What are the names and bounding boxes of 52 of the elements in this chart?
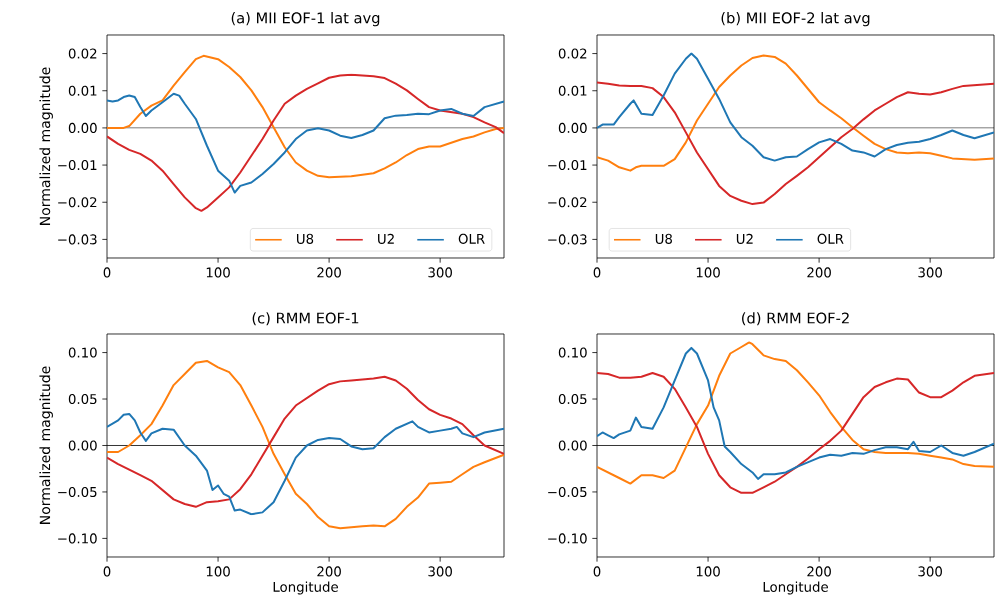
y-tick-label: −0.03 — [548, 234, 587, 245]
x-tick-label: 100 — [696, 566, 720, 577]
y-axis-title: Normalized magnitude — [39, 366, 53, 524]
y-tick-label: −0.01 — [548, 160, 587, 171]
x-tick-label: 200 — [317, 566, 341, 577]
y-tick-label: 0.10 — [558, 347, 587, 358]
x-tick-label: 0 — [103, 566, 111, 577]
x-tick-label: 0 — [593, 267, 601, 278]
y-tick-label: −0.10 — [58, 533, 97, 544]
y-tick-label: 0.00 — [68, 122, 97, 133]
legend-label: U2 — [736, 233, 753, 244]
x-tick-label: 300 — [918, 566, 942, 577]
y-tick-label: −0.02 — [58, 197, 97, 208]
y-tick-label: −0.10 — [548, 533, 587, 544]
x-tick-label: 200 — [317, 267, 341, 278]
y-tick-label: −0.03 — [58, 234, 97, 245]
x-tick-label: 100 — [206, 267, 230, 278]
y-tick-label: 0.00 — [558, 440, 587, 451]
chart-title: (a) MII EOF-1 lat avg — [231, 12, 380, 27]
y-tick-label: 0.01 — [68, 85, 97, 96]
y-axis-title: Normalized magnitude — [39, 67, 53, 225]
legend-label: OLR — [458, 233, 485, 244]
x-tick-label: 0 — [103, 267, 111, 278]
x-tick-label: 300 — [428, 566, 452, 577]
y-tick-label: 0.01 — [558, 85, 587, 96]
x-tick-label: 300 — [428, 267, 452, 278]
y-tick-label: −0.05 — [548, 486, 587, 497]
x-tick-label: 300 — [918, 267, 942, 278]
y-tick-label: 0.00 — [558, 122, 587, 133]
x-tick-label: 200 — [807, 267, 831, 278]
chart-title: (c) RMM EOF-1 — [252, 312, 359, 326]
legend-label: U8 — [296, 233, 314, 244]
x-tick-label: 100 — [206, 566, 230, 577]
y-tick-label: −0.05 — [58, 486, 97, 497]
y-tick-label: 0.05 — [558, 393, 587, 405]
legend-label: U2 — [378, 233, 394, 244]
legend-label: U8 — [655, 233, 672, 244]
x-tick-label: 0 — [593, 566, 601, 577]
x-axis-title: Longitude — [273, 581, 338, 595]
chart-title: (d) RMM EOF-2 — [742, 312, 849, 326]
y-tick-label: 0.02 — [558, 48, 587, 59]
y-tick-label: −0.02 — [548, 197, 587, 208]
legend-label: OLR — [817, 233, 844, 244]
x-axis-title: Longitude — [763, 581, 828, 595]
y-tick-label: 0.02 — [68, 48, 97, 59]
y-tick-label: 0.00 — [68, 440, 97, 451]
x-tick-label: 200 — [807, 566, 831, 577]
y-tick-label: 0.10 — [68, 347, 97, 358]
chart-title: (b) MII EOF-2 lat avg — [721, 12, 870, 27]
y-tick-label: −0.01 — [58, 160, 97, 171]
y-tick-label: 0.05 — [68, 393, 97, 405]
x-tick-label: 100 — [696, 267, 720, 278]
